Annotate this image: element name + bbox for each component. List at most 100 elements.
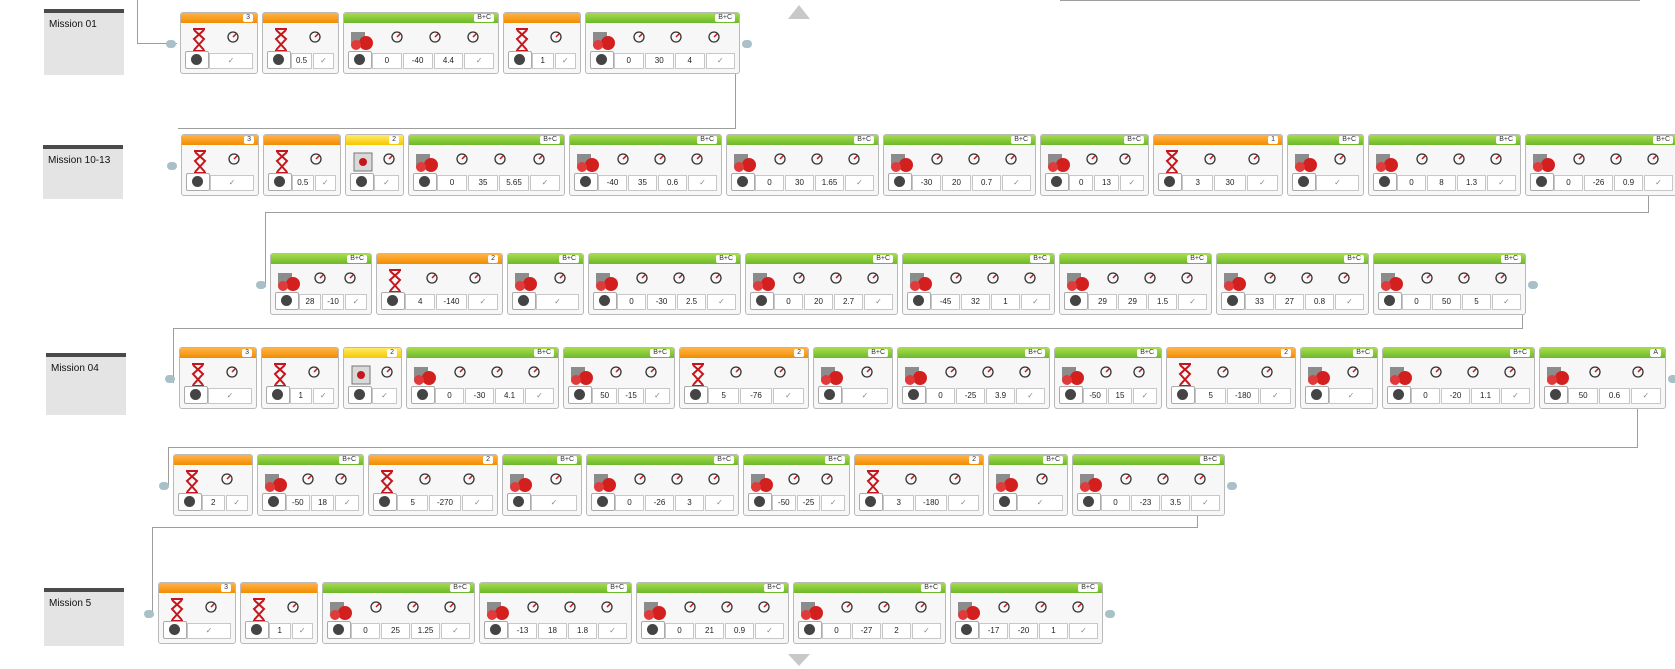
port-label[interactable]: 3 bbox=[244, 136, 254, 144]
parameter-value[interactable]: 1 bbox=[532, 53, 554, 69]
brake-check-icon[interactable]: ✓ bbox=[554, 53, 576, 69]
brake-check-icon[interactable]: ✓ bbox=[374, 175, 399, 191]
parameter-value[interactable]: 2.5 bbox=[677, 294, 706, 310]
parameter-value[interactable]: 5 bbox=[1462, 294, 1491, 310]
parameter-value[interactable]: 0 bbox=[351, 623, 380, 639]
move-block[interactable]: B+C 0 8 1.3 ✓ bbox=[1368, 134, 1521, 196]
brake-check-icon[interactable]: ✓ bbox=[842, 388, 888, 404]
mode-selector[interactable] bbox=[684, 386, 708, 404]
mode-selector[interactable] bbox=[798, 621, 822, 639]
parameter-value[interactable]: -15 bbox=[618, 388, 644, 404]
port-label[interactable]: B+C bbox=[540, 136, 560, 144]
port-label[interactable]: B+C bbox=[1187, 255, 1207, 263]
mode-selector[interactable] bbox=[381, 292, 405, 310]
sequence-plug-icon[interactable] bbox=[166, 40, 176, 48]
parameter-value[interactable]: 30 bbox=[1214, 175, 1246, 191]
mode-selector[interactable] bbox=[348, 51, 372, 69]
port-label[interactable]: 2 bbox=[794, 349, 804, 357]
mode-selector[interactable] bbox=[1373, 173, 1397, 191]
wait-block[interactable]: 2 5 -270 ✓ bbox=[368, 454, 498, 516]
parameter-value[interactable]: -10 bbox=[322, 294, 344, 310]
parameter-value[interactable]: 1.25 bbox=[411, 623, 440, 639]
move-block[interactable]: B+C ✓ bbox=[1300, 347, 1378, 409]
wait-block[interactable]: 2 3 -180 ✓ bbox=[854, 454, 984, 516]
parameter-value[interactable]: 0.9 bbox=[725, 623, 754, 639]
parameter-value[interactable]: 29 bbox=[1088, 294, 1117, 310]
brake-check-icon[interactable]: ✓ bbox=[525, 388, 554, 404]
port-label[interactable]: 2 bbox=[389, 136, 399, 144]
mode-selector[interactable] bbox=[350, 173, 374, 191]
mode-selector[interactable] bbox=[327, 621, 351, 639]
parameter-value[interactable]: 25 bbox=[381, 623, 410, 639]
brake-check-icon[interactable]: ✓ bbox=[1021, 294, 1050, 310]
parameter-value[interactable]: 15 bbox=[1108, 388, 1132, 404]
mode-selector[interactable] bbox=[1292, 173, 1316, 191]
port-label[interactable]: B+C bbox=[557, 456, 577, 464]
parameter-value[interactable]: 1 bbox=[1039, 623, 1068, 639]
brake-check-icon[interactable]: ✓ bbox=[1335, 294, 1364, 310]
parameter-value[interactable]: 5 bbox=[1195, 388, 1227, 404]
wait-block[interactable]: 2 ✓ bbox=[173, 454, 253, 516]
comment-mission-01[interactable]: Mission 01 bbox=[44, 9, 124, 75]
parameter-value[interactable]: 5 bbox=[708, 388, 740, 404]
parameter-value[interactable]: -40 bbox=[402, 53, 433, 69]
mode-selector[interactable] bbox=[593, 292, 617, 310]
mode-selector[interactable] bbox=[731, 173, 755, 191]
parameter-value[interactable]: 0 bbox=[1554, 175, 1583, 191]
port-label[interactable]: 1 bbox=[1268, 136, 1278, 144]
brake-check-icon[interactable]: ✓ bbox=[705, 495, 734, 511]
comment-mission-04[interactable]: Mission 04 bbox=[46, 353, 126, 415]
sound-block[interactable]: 2 ✓ bbox=[345, 134, 404, 196]
sequence-plug-icon[interactable] bbox=[1528, 281, 1538, 289]
parameter-value[interactable]: 2 bbox=[882, 623, 911, 639]
brake-check-icon[interactable]: ✓ bbox=[291, 623, 313, 639]
mode-selector[interactable] bbox=[1378, 292, 1402, 310]
wait-block[interactable]: 0.5 ✓ bbox=[263, 134, 341, 196]
mode-selector[interactable] bbox=[859, 493, 883, 511]
port-label[interactable]: B+C bbox=[715, 14, 735, 22]
mode-selector[interactable] bbox=[1530, 173, 1554, 191]
parameter-value[interactable]: 13 bbox=[1094, 175, 1119, 191]
port-label[interactable]: B+C bbox=[873, 255, 893, 263]
parameter-value[interactable]: 0 bbox=[614, 53, 644, 69]
parameter-value[interactable]: 0 bbox=[1402, 294, 1431, 310]
brake-check-icon[interactable]: ✓ bbox=[644, 388, 670, 404]
parameter-value[interactable]: -50 bbox=[772, 495, 796, 511]
sound-block[interactable]: 2 ✓ bbox=[343, 347, 402, 409]
mode-selector[interactable] bbox=[993, 493, 1017, 511]
mode-selector[interactable] bbox=[748, 493, 772, 511]
move-block[interactable]: A 50 0.6 ✓ bbox=[1539, 347, 1666, 409]
move-block[interactable]: B+C 0 -30 4.1 ✓ bbox=[406, 347, 559, 409]
comment-mission-10-13[interactable]: Mission 10-13 bbox=[43, 145, 123, 199]
brake-check-icon[interactable]: ✓ bbox=[1316, 175, 1359, 191]
port-label[interactable]: B+C bbox=[1496, 136, 1516, 144]
move-block[interactable]: B+C 0 35 5.65 ✓ bbox=[408, 134, 565, 196]
parameter-value[interactable]: 0 bbox=[822, 623, 851, 639]
parameter-value[interactable]: 3.9 bbox=[986, 388, 1015, 404]
move-block[interactable]: B+C ✓ bbox=[507, 253, 584, 315]
parameter-value[interactable]: -76 bbox=[740, 388, 772, 404]
wait-block[interactable]: 3 ✓ bbox=[179, 347, 257, 409]
parameter-value[interactable]: 0 bbox=[1101, 495, 1130, 511]
move-block[interactable]: B+C ✓ bbox=[813, 347, 893, 409]
brake-check-icon[interactable]: ✓ bbox=[208, 388, 252, 404]
mode-selector[interactable] bbox=[1544, 386, 1568, 404]
port-label[interactable]: B+C bbox=[1043, 456, 1063, 464]
brake-check-icon[interactable]: ✓ bbox=[1178, 294, 1207, 310]
mode-selector[interactable] bbox=[818, 386, 842, 404]
mode-selector[interactable] bbox=[902, 386, 926, 404]
sequence-plug-icon[interactable] bbox=[256, 281, 266, 289]
port-label[interactable]: B+C bbox=[1501, 255, 1521, 263]
parameter-value[interactable]: 0.5 bbox=[291, 53, 312, 69]
mode-selector[interactable] bbox=[1158, 173, 1182, 191]
move-block[interactable]: B+C 29 29 1.5 ✓ bbox=[1059, 253, 1212, 315]
mode-selector[interactable] bbox=[641, 621, 665, 639]
move-block[interactable]: B+C 0 -30 2.5 ✓ bbox=[588, 253, 741, 315]
brake-check-icon[interactable]: ✓ bbox=[1259, 388, 1291, 404]
parameter-value[interactable]: 30 bbox=[644, 53, 674, 69]
parameter-value[interactable]: -30 bbox=[647, 294, 676, 310]
mode-selector[interactable] bbox=[373, 493, 397, 511]
parameter-value[interactable]: 0 bbox=[755, 175, 784, 191]
wait-block[interactable]: 1 ✓ bbox=[503, 12, 581, 74]
parameter-value[interactable]: 0 bbox=[1069, 175, 1094, 191]
